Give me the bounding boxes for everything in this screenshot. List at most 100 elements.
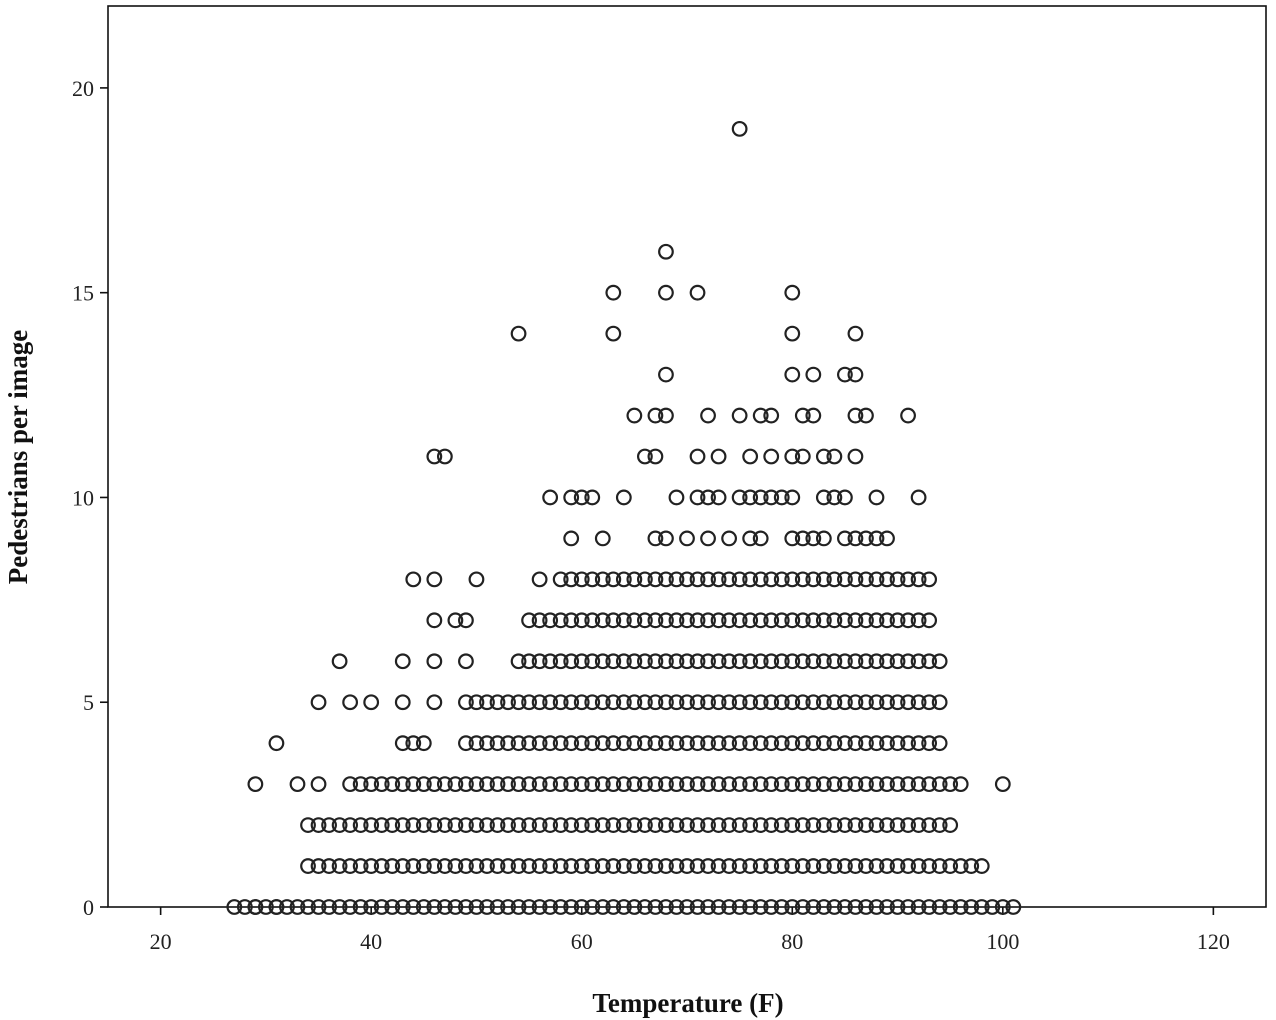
data-point <box>679 612 695 629</box>
data-point <box>573 776 590 793</box>
data-point <box>752 612 769 629</box>
data-point <box>931 735 948 752</box>
data-point <box>963 858 980 874</box>
data-point <box>679 899 695 915</box>
data-point <box>363 858 380 874</box>
data-point <box>784 284 801 301</box>
data-point <box>721 653 738 670</box>
data-point <box>710 612 727 629</box>
data-point <box>458 612 474 629</box>
data-point <box>742 530 759 547</box>
data-point <box>552 899 569 915</box>
data-point <box>310 858 327 874</box>
data-point <box>900 653 916 670</box>
data-point <box>868 489 885 506</box>
data-point <box>415 735 432 752</box>
data-point <box>889 612 906 629</box>
data-point <box>847 571 864 588</box>
data-point <box>342 776 359 793</box>
data-point <box>300 858 316 874</box>
data-point <box>679 776 695 793</box>
data-point <box>689 899 706 915</box>
data-point <box>405 858 422 874</box>
data-point <box>773 899 790 915</box>
data-point <box>647 448 664 465</box>
data-point <box>752 407 769 424</box>
data-point <box>752 899 769 915</box>
data-point <box>531 776 548 793</box>
data-point <box>731 571 748 588</box>
data-point <box>384 817 401 833</box>
data-point <box>331 899 348 915</box>
data-point <box>573 571 590 588</box>
data-point <box>900 735 916 752</box>
data-point <box>763 858 780 874</box>
data-point <box>984 899 1001 915</box>
data-point <box>773 653 790 670</box>
data-point <box>552 735 569 752</box>
data-point <box>700 817 716 833</box>
data-point <box>931 776 948 793</box>
data-point <box>710 448 727 465</box>
data-point <box>563 612 580 629</box>
y-tick-label: 15 <box>72 281 94 306</box>
data-point <box>615 735 632 752</box>
data-point <box>879 817 895 833</box>
data-point <box>615 612 632 629</box>
data-point <box>994 776 1011 793</box>
data-point <box>468 858 485 874</box>
data-point <box>668 489 685 506</box>
plot-frame <box>107 5 1267 908</box>
data-point <box>815 899 832 915</box>
data-point <box>521 858 537 874</box>
data-point <box>521 817 537 833</box>
data-point <box>858 653 874 670</box>
data-point <box>910 694 927 711</box>
data-point <box>868 776 885 793</box>
data-point <box>879 653 895 670</box>
data-point <box>858 858 874 874</box>
data-point <box>352 858 369 874</box>
data-point <box>479 817 495 833</box>
data-point <box>700 653 716 670</box>
data-point <box>394 776 411 793</box>
data-point <box>794 530 811 547</box>
axis-ticks: 20 40 60 80 100 120 0 5 10 15 20 <box>72 76 1230 954</box>
data-point <box>837 817 853 833</box>
data-point <box>868 653 885 670</box>
data-point <box>405 776 422 793</box>
data-point <box>700 735 716 752</box>
data-point <box>489 899 506 915</box>
data-point <box>742 612 759 629</box>
data-point <box>542 776 559 793</box>
data-point <box>426 858 443 874</box>
data-point <box>910 817 927 833</box>
data-point <box>931 858 948 874</box>
data-point <box>805 612 822 629</box>
x-tick-label: 20 <box>150 929 172 954</box>
data-point <box>521 776 537 793</box>
data-point <box>647 571 664 588</box>
data-point <box>973 858 990 874</box>
data-point <box>668 612 685 629</box>
data-point <box>837 366 853 383</box>
data-point <box>784 858 801 874</box>
data-point <box>826 776 843 793</box>
data-point <box>563 489 580 506</box>
data-point <box>384 776 401 793</box>
data-point <box>426 899 443 915</box>
data-point <box>742 899 759 915</box>
data-point <box>763 448 780 465</box>
data-point <box>658 407 674 424</box>
data-point <box>721 571 738 588</box>
data-point <box>910 899 927 915</box>
data-point <box>658 653 674 670</box>
data-point <box>342 858 359 874</box>
data-point <box>921 653 938 670</box>
data-point <box>742 489 759 506</box>
data-point <box>668 735 685 752</box>
data-point <box>815 735 832 752</box>
data-point <box>700 694 716 711</box>
data-point <box>794 694 811 711</box>
data-point <box>458 694 474 711</box>
